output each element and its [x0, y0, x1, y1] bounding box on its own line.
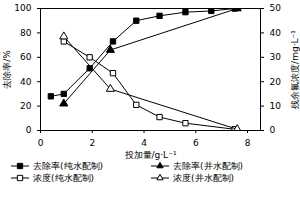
- svg-text:0: 0: [26, 125, 32, 135]
- html-text:浓度(井水配制): 浓度(井水配制): [173, 173, 234, 183]
- html-text:浓度(纯水配制): 浓度(纯水配制): [33, 173, 94, 183]
- svg-text:8: 8: [245, 138, 251, 148]
- svg-text:40: 40: [270, 28, 282, 38]
- svg-text:20: 20: [20, 101, 32, 111]
- svg-text:50: 50: [270, 3, 282, 13]
- html-text:去除率(纯水配制): 去除率(纯水配制): [33, 161, 103, 171]
- svg-text:30: 30: [270, 52, 282, 62]
- svg-text:80: 80: [20, 28, 32, 38]
- svg-text:6: 6: [193, 138, 199, 148]
- svg-text:40: 40: [20, 77, 32, 87]
- svg-text:4: 4: [141, 138, 147, 148]
- svg-text:0: 0: [38, 138, 44, 148]
- svg-text:20: 20: [270, 77, 282, 87]
- svg-text:10: 10: [270, 101, 282, 111]
- svg-text:残余氟浓度/mg·L⁻¹: 残余氟浓度/mg·L⁻¹: [290, 30, 300, 109]
- html-text:去除率(井水配制): 去除率(井水配制): [173, 161, 243, 171]
- svg-text:0: 0: [270, 125, 276, 135]
- svg-text:去除率/%: 去除率/%: [2, 50, 12, 89]
- svg-text:60: 60: [20, 52, 32, 62]
- svg-text:投加量/g·L⁻¹: 投加量/g·L⁻¹: [124, 150, 177, 160]
- svg-text:100: 100: [14, 3, 31, 13]
- svg-text:2: 2: [89, 138, 95, 148]
